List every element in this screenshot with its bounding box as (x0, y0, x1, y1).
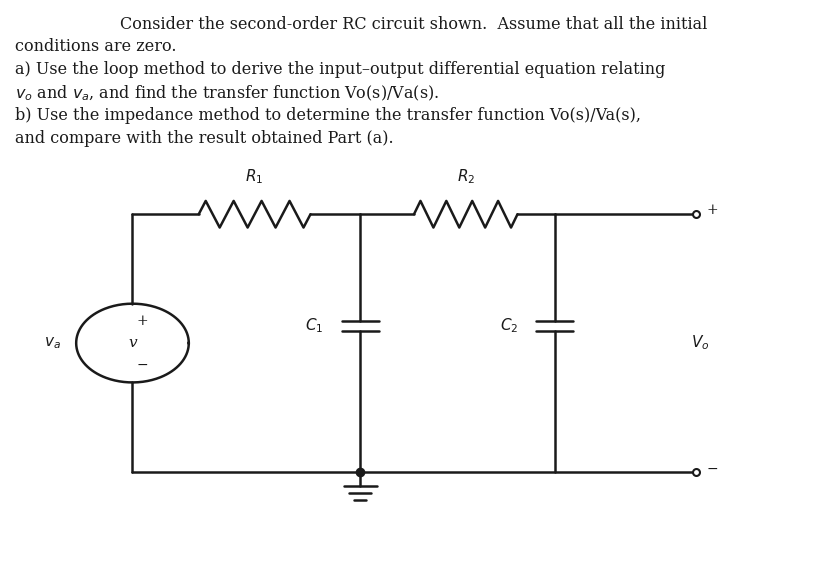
Text: a) Use the loop method to derive the input–output differential equation relating: a) Use the loop method to derive the inp… (15, 61, 664, 78)
Text: conditions are zero.: conditions are zero. (15, 38, 176, 54)
Text: $V_o$: $V_o$ (691, 334, 709, 353)
Text: $R_1$: $R_1$ (245, 167, 264, 186)
Text: and compare with the result obtained Part (a).: and compare with the result obtained Par… (15, 130, 393, 147)
Text: b) Use the impedance method to determine the transfer function Vo(s)/Va(s),: b) Use the impedance method to determine… (15, 107, 640, 124)
Text: −: − (705, 462, 717, 476)
Text: Consider the second-order RC circuit shown.  Assume that all the initial: Consider the second-order RC circuit sho… (120, 16, 707, 33)
Text: −: − (136, 358, 148, 372)
Text: $C_1$: $C_1$ (304, 316, 323, 335)
Text: $C_2$: $C_2$ (499, 316, 518, 335)
Text: +: + (705, 203, 717, 217)
Text: v: v (128, 336, 136, 350)
Text: $v_o$ and $v_a$, and find the transfer function Vo(s)/Va(s).: $v_o$ and $v_a$, and find the transfer f… (15, 84, 438, 104)
Text: +: + (136, 314, 148, 328)
Text: $R_2$: $R_2$ (456, 167, 475, 186)
Text: $v_a$: $v_a$ (45, 335, 61, 351)
